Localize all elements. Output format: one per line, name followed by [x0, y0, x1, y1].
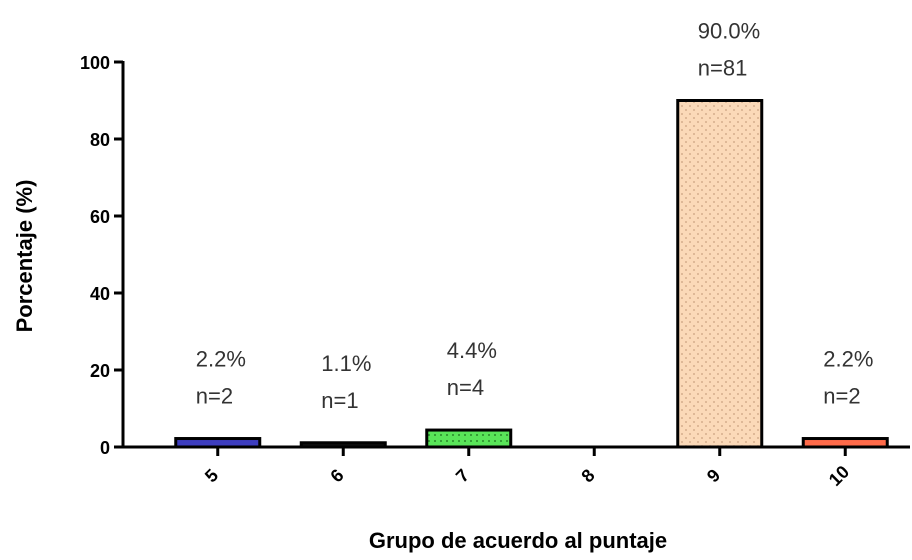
bar-7	[425, 428, 513, 449]
bar-n-label: n=4	[447, 375, 484, 400]
bar-pct-label: 1.1%	[321, 351, 371, 376]
y-tick-label: 60	[90, 207, 110, 227]
bars	[174, 99, 889, 449]
x-tick-label: 7	[452, 465, 473, 486]
bar-5	[174, 437, 262, 449]
bar-10	[801, 437, 889, 449]
bar-pct-label: 2.2%	[823, 347, 873, 372]
y-tick-label: 80	[90, 130, 110, 150]
axes: 0 20 40 60 80 100 5 6 7 8 9 10	[80, 53, 910, 490]
bar-n-label: n=1	[321, 388, 358, 413]
bar-labels: 2.2% n=2 1.1% n=1 4.4% n=4 90.0% n=81 2.2% n=2	[196, 19, 874, 413]
x-axis-title: Grupo de acuerdo al puntaje	[369, 528, 667, 553]
y-axis-title: Porcentaje (%)	[12, 180, 37, 333]
y-tick-label: 100	[80, 53, 110, 73]
bar-pct-label: 4.4%	[447, 338, 497, 363]
bar-n-label: n=81	[698, 56, 748, 81]
bar-9	[676, 99, 764, 449]
y-tick-label: 0	[100, 438, 110, 458]
bar-pct-label: 90.0%	[698, 19, 760, 44]
x-tick-label: 10	[825, 462, 853, 490]
x-tick-label: 9	[703, 465, 724, 486]
x-tick-label: 8	[577, 465, 598, 486]
bar-pct-label: 2.2%	[196, 347, 246, 372]
bar-n-label: n=2	[823, 384, 860, 409]
x-tick-label: 6	[326, 465, 347, 486]
bar-6	[299, 441, 387, 449]
y-tick-label: 20	[90, 361, 110, 381]
y-tick-label: 40	[90, 284, 110, 304]
x-tick-label: 5	[201, 465, 222, 486]
bar-n-label: n=2	[196, 384, 233, 409]
